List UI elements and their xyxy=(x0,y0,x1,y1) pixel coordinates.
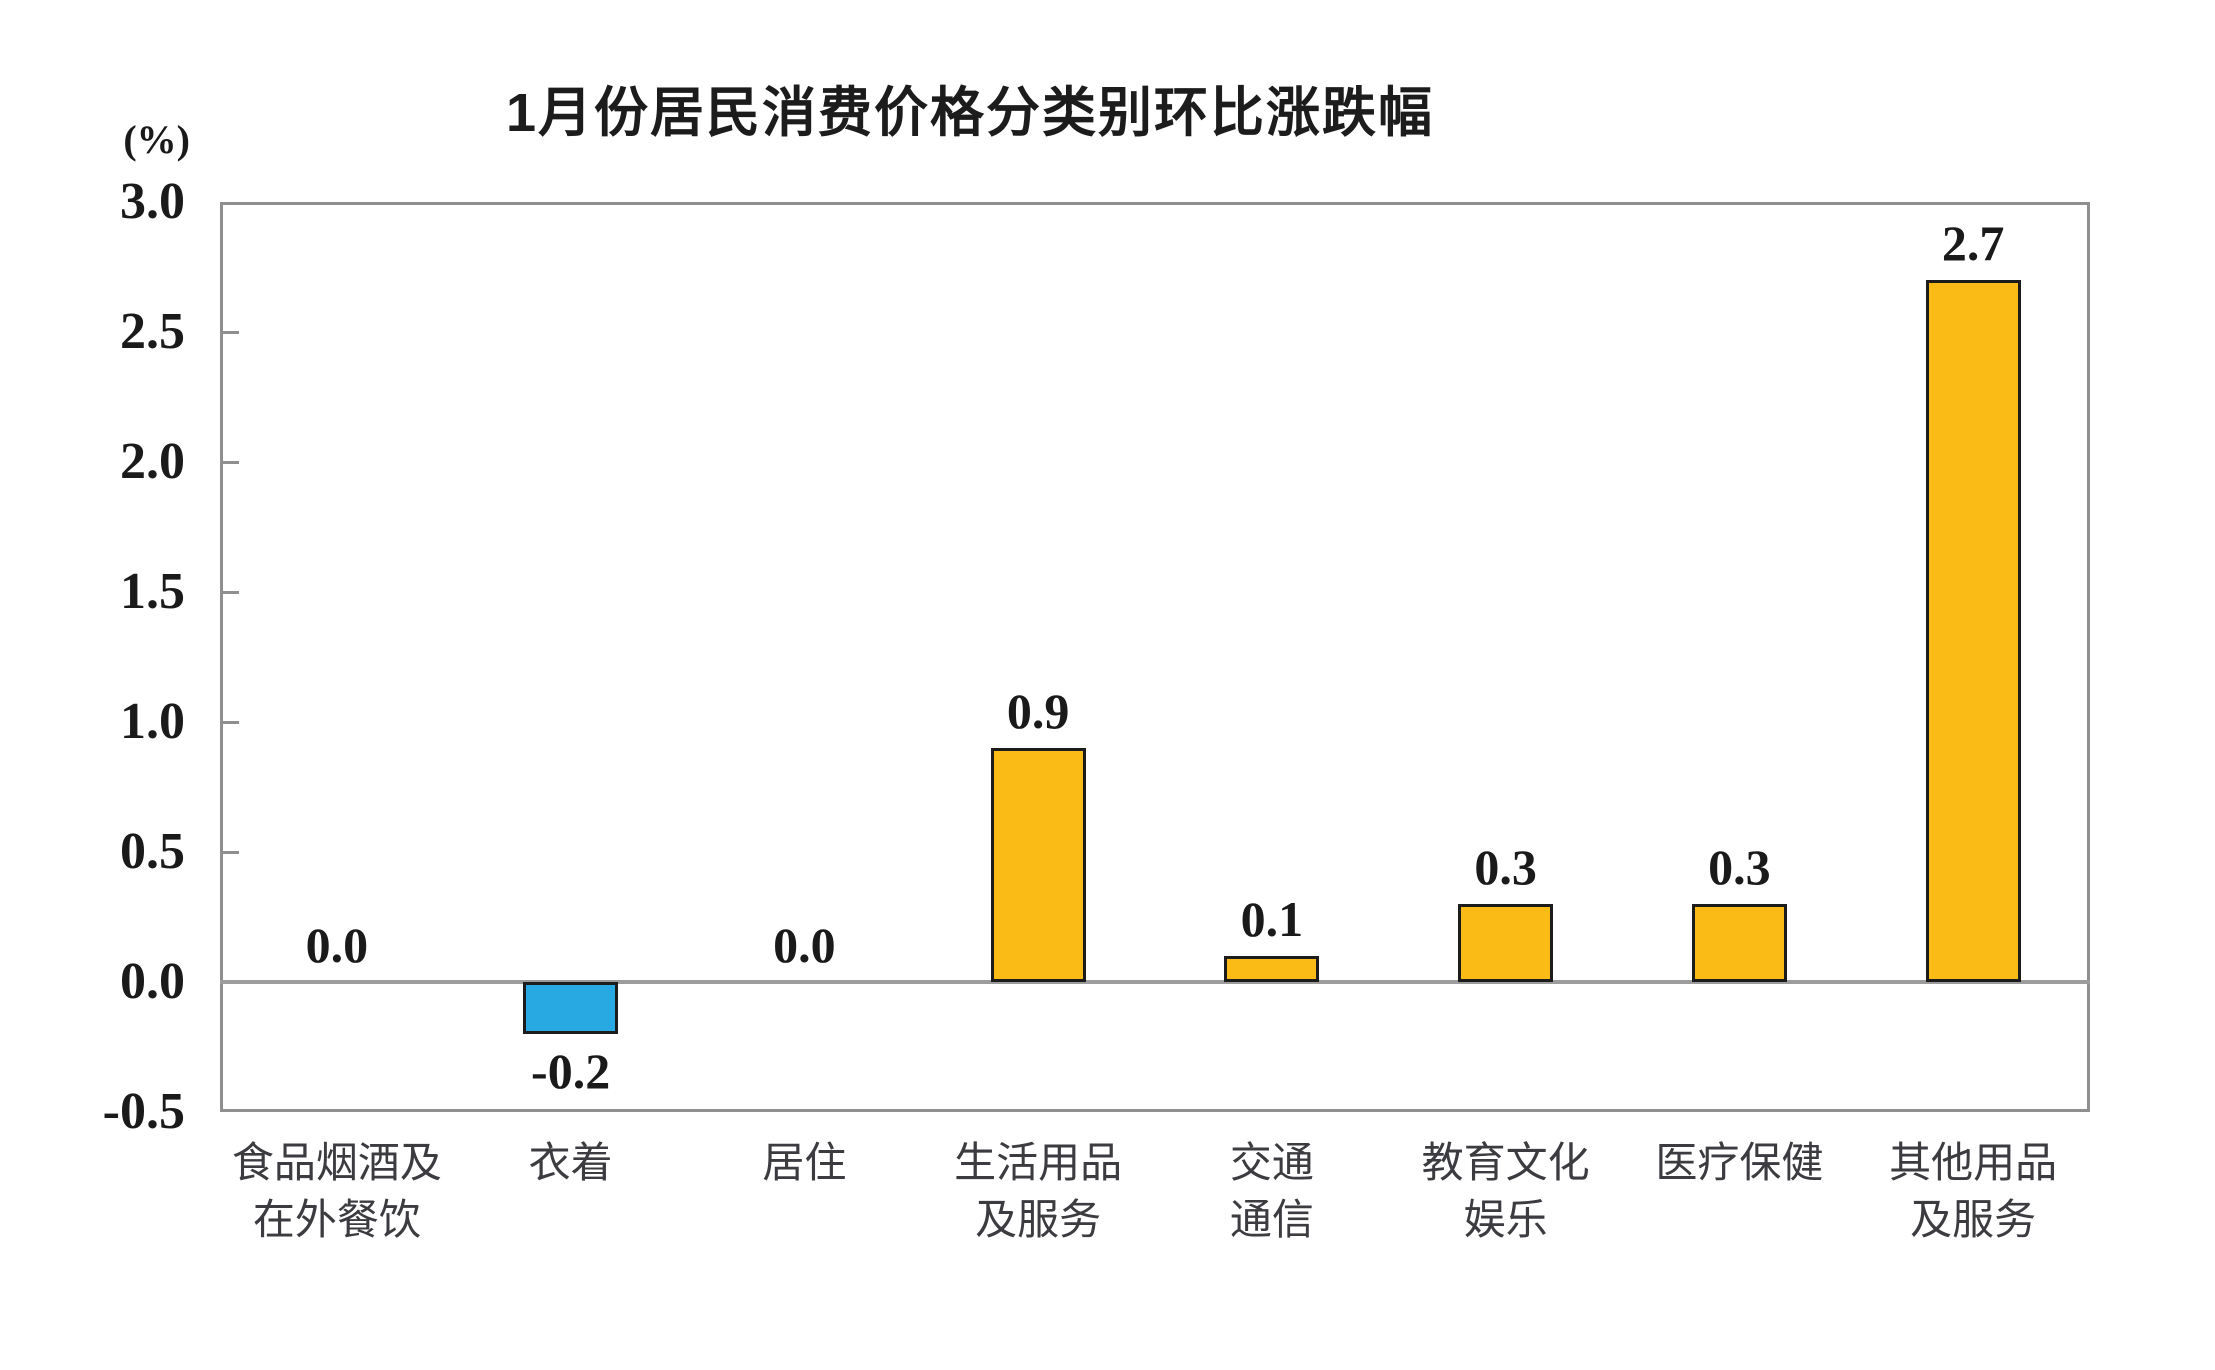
y-axis-tick-label: 2.5 xyxy=(120,303,185,360)
bar-value-label: -0.2 xyxy=(531,1043,611,1099)
y-axis-tick-mark xyxy=(223,331,239,334)
y-axis-unit-label: (%) xyxy=(123,117,190,162)
bar-6 xyxy=(1458,904,1554,982)
x-axis-category-label: 食品烟酒及 在外餐饮 xyxy=(231,1141,442,1244)
x-axis-category-label: 其他用品 及服务 xyxy=(1889,1141,2058,1244)
bar-4 xyxy=(990,748,1086,982)
x-axis-category-label: 生活用品 及服务 xyxy=(954,1141,1123,1244)
y-axis-tick-mark xyxy=(223,851,239,854)
bar-5 xyxy=(1224,956,1320,982)
y-axis-tick-mark xyxy=(223,721,239,724)
bar-value-label: 0.0 xyxy=(773,917,836,973)
x-axis-category-label: 教育文化 娱乐 xyxy=(1421,1141,1590,1244)
bar-7 xyxy=(1691,904,1787,982)
y-axis-tick-label: 1.0 xyxy=(120,693,185,750)
x-axis-category-label: 医疗保健 xyxy=(1655,1141,1824,1187)
y-axis-tick-label: 0.5 xyxy=(120,823,185,880)
y-axis-tick-label: 0.0 xyxy=(120,953,185,1010)
chart-title: 1月份居民消费价格分类别环比涨跌幅 xyxy=(505,83,1435,143)
bar-value-label: 0.0 xyxy=(305,917,369,973)
x-axis-category-label: 居住 xyxy=(762,1141,847,1187)
bar-value-label: 0.1 xyxy=(1240,891,1304,947)
x-axis-category-label: 交通 通信 xyxy=(1229,1141,1314,1244)
y-axis-tick-mark xyxy=(223,461,239,464)
zero-line xyxy=(220,980,2090,984)
bar-value-label: 0.3 xyxy=(1708,839,1771,895)
plot-area xyxy=(220,202,2090,1112)
x-axis-category-label: 衣着 xyxy=(528,1141,613,1187)
y-axis-tick-mark xyxy=(223,591,239,594)
y-axis-tick-label: -0.5 xyxy=(102,1083,185,1140)
bar-value-label: 0.9 xyxy=(1006,683,1070,739)
y-axis-tick-label: 3.0 xyxy=(120,173,185,230)
bar-value-label: 2.7 xyxy=(1941,215,2005,271)
bar-value-label: 0.3 xyxy=(1474,839,1537,895)
bar-8 xyxy=(1925,280,2021,982)
y-axis-tick-label: 1.5 xyxy=(120,563,185,620)
y-axis-tick-label: 2.0 xyxy=(120,433,185,490)
bar-2 xyxy=(523,982,619,1034)
